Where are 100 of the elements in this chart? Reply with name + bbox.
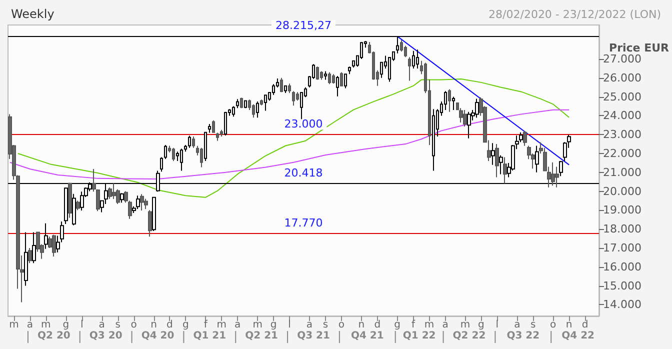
x-tick-label: o [550, 320, 556, 330]
text: Q2 22 [452, 330, 486, 342]
candlestick [108, 187, 112, 200]
text: Q1 21 [193, 330, 226, 342]
candlestick [288, 83, 291, 94]
candlestick [172, 147, 175, 162]
text: Q3 20 [89, 330, 122, 342]
chart-title: Weekly [11, 7, 54, 21]
ref-line-label: 20.418 [284, 166, 323, 180]
candlestick [28, 247, 32, 264]
line-series [9, 109, 570, 180]
x-tick-label: f [412, 320, 416, 330]
candlestick [348, 66, 351, 75]
x-tick-label: a [98, 320, 105, 330]
x-tick-label: d [374, 320, 381, 330]
candlestick [136, 195, 140, 210]
x-tick-label: m [424, 320, 434, 330]
x-tick-label: a [26, 320, 34, 330]
y-tick-label: 15.000 [603, 279, 642, 292]
text: Q4 22 [562, 330, 595, 342]
candlestick [236, 98, 239, 109]
y-tick-label: 26.000 [603, 71, 642, 84]
text: Q1 22 [402, 330, 436, 342]
ref-line-label: 17.770 [284, 216, 323, 230]
candlestick [216, 132, 219, 142]
candlestick [52, 234, 56, 257]
candlestick [32, 232, 36, 264]
x-tick-label: m [9, 320, 19, 330]
y-tick-label: 22.000 [603, 146, 642, 160]
x-tick-label: s [322, 320, 328, 330]
candlestick [112, 182, 116, 200]
candlestick [204, 132, 207, 162]
x-tick-label: o [338, 320, 345, 330]
x-tick-label: l [288, 320, 291, 330]
candlestick [467, 111, 471, 139]
x-tick-label: l [496, 320, 499, 330]
candlestick [452, 96, 455, 111]
candlestick [316, 66, 319, 80]
x-tick-label: m [252, 320, 262, 330]
candlestick [72, 193, 76, 226]
x-tick-label: d [582, 320, 588, 330]
candlestick [475, 98, 479, 118]
candlestick [344, 74, 347, 89]
y-tick-label: 24.000 [603, 109, 642, 122]
candlestick [463, 110, 467, 127]
x-tick-label: n [150, 320, 157, 330]
candlestick [320, 70, 323, 80]
x-tick-label: m [460, 320, 470, 330]
candlestick [140, 194, 144, 212]
candlestick [232, 106, 235, 118]
candlestick [24, 232, 28, 286]
candlestick [555, 166, 559, 188]
y-tick-label: 14.000 [603, 298, 642, 312]
candlestick [200, 147, 203, 168]
candlestick [188, 135, 191, 148]
x-tick-label: s [530, 320, 536, 330]
candlestick [120, 192, 124, 204]
y-tick-label: 20.000 [603, 184, 642, 198]
candlestick [499, 154, 503, 175]
x-tick-label: a [306, 320, 313, 330]
x-tick-label: g [62, 320, 70, 330]
candlestick [324, 70, 327, 80]
candlestick [264, 94, 267, 112]
y-tick-label: 27.000 [603, 52, 642, 66]
candlestick [148, 210, 152, 238]
candlestick [296, 92, 299, 102]
ref-line-label: 28.215,27 [276, 19, 332, 32]
x-tick-label: g [270, 320, 277, 330]
candlestick [412, 50, 415, 69]
candlestick [180, 148, 183, 172]
x-tick-label: m [41, 320, 51, 330]
y-tick-label: 23.000 [603, 128, 642, 142]
candlestick [164, 144, 167, 160]
candlestick [328, 72, 331, 85]
y-axis-title: Price EUR [609, 42, 670, 55]
candlestick [220, 129, 223, 137]
candlestick [92, 168, 96, 192]
x-tick-label: n [566, 320, 572, 330]
candlestick [495, 144, 499, 178]
candlestick [252, 104, 255, 118]
candlestick [152, 196, 156, 232]
candlestick [240, 97, 243, 109]
y-tick-label: 18.000 [603, 222, 642, 236]
candlestick [332, 74, 335, 84]
x-tick-label: g [394, 320, 401, 330]
candlestick [244, 100, 247, 109]
candlestick [224, 111, 227, 136]
candlestick [503, 156, 507, 184]
candlestick [96, 188, 100, 212]
candlestick [212, 120, 215, 134]
candlestick [208, 124, 211, 134]
candlestick [192, 136, 195, 148]
x-tick-label: g [182, 320, 189, 330]
candlestick [68, 182, 72, 218]
candlestick [523, 130, 527, 146]
candlestick [80, 191, 84, 212]
x-tick-label: a [514, 320, 520, 330]
candlestick [256, 101, 259, 118]
x-tick-label: n [358, 320, 365, 330]
candlestick [448, 88, 451, 112]
